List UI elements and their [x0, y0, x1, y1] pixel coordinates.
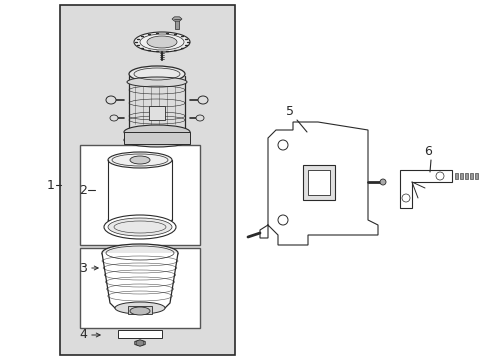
Ellipse shape	[278, 215, 288, 225]
Text: 4: 4	[79, 328, 87, 342]
Ellipse shape	[108, 218, 172, 236]
Ellipse shape	[147, 36, 177, 48]
Ellipse shape	[129, 66, 185, 82]
Ellipse shape	[196, 115, 204, 121]
Ellipse shape	[436, 172, 444, 180]
Polygon shape	[172, 17, 182, 21]
Bar	[118, 330, 162, 338]
Ellipse shape	[113, 226, 167, 238]
Ellipse shape	[136, 340, 144, 346]
Ellipse shape	[108, 152, 172, 168]
Bar	[303, 165, 335, 200]
Bar	[455, 173, 458, 179]
Ellipse shape	[115, 302, 165, 314]
Ellipse shape	[106, 96, 116, 104]
Bar	[308, 170, 330, 195]
Bar	[60, 5, 235, 355]
Polygon shape	[102, 253, 178, 308]
Bar	[175, 19, 179, 29]
Ellipse shape	[130, 156, 150, 164]
Bar	[124, 132, 190, 144]
Ellipse shape	[102, 244, 178, 262]
Ellipse shape	[127, 77, 187, 87]
Bar	[80, 248, 200, 328]
Ellipse shape	[278, 140, 288, 150]
Ellipse shape	[130, 307, 150, 315]
Bar	[128, 306, 152, 314]
Polygon shape	[260, 122, 378, 245]
Ellipse shape	[198, 96, 208, 104]
Text: 2: 2	[79, 184, 87, 197]
Text: 3: 3	[79, 261, 87, 274]
Ellipse shape	[380, 179, 386, 185]
Bar	[80, 145, 200, 245]
Text: 6: 6	[424, 145, 432, 158]
Bar	[475, 173, 478, 179]
Ellipse shape	[124, 125, 190, 139]
Ellipse shape	[124, 133, 190, 147]
Bar	[465, 173, 468, 179]
Bar	[470, 173, 473, 179]
Ellipse shape	[110, 115, 118, 121]
Ellipse shape	[402, 194, 410, 202]
Polygon shape	[400, 170, 452, 208]
Ellipse shape	[134, 32, 190, 52]
Ellipse shape	[104, 215, 176, 239]
Bar	[149, 106, 165, 120]
Text: 5: 5	[286, 105, 294, 118]
Bar	[460, 173, 463, 179]
Polygon shape	[135, 340, 145, 346]
Text: 1: 1	[47, 179, 55, 192]
